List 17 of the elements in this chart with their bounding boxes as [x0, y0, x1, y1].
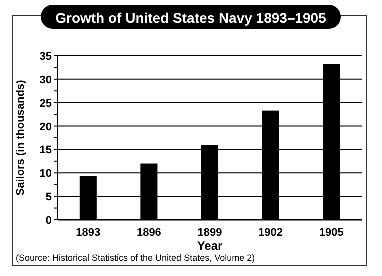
x-tick-label: 1905 — [319, 227, 344, 239]
y-tick-label: 5 — [46, 192, 52, 204]
x-tick-label: 1899 — [198, 227, 222, 239]
y-tick-label: 25 — [40, 98, 52, 110]
y-tick-label: 15 — [40, 144, 52, 157]
x-tick-label: 1893 — [76, 227, 101, 239]
y-tick-label: 20 — [40, 121, 52, 134]
x-axis-title: Year — [197, 239, 224, 253]
y-tick-label: 0 — [46, 215, 52, 227]
text: (Source: Historical Statistics of the United States, Volume 2) — [16, 253, 256, 263]
chart-title: Growth of United States Navy 1893–1905 — [56, 10, 327, 26]
y-tick-label: 10 — [40, 168, 52, 180]
x-tick-label: 1896 — [136, 227, 162, 239]
y-tick-label: 35 — [40, 51, 52, 63]
y-axis-title: Sailors (in thousands) — [15, 80, 27, 196]
x-tick-label: 1902 — [258, 227, 284, 239]
y-tick-label: 30 — [40, 74, 52, 86]
